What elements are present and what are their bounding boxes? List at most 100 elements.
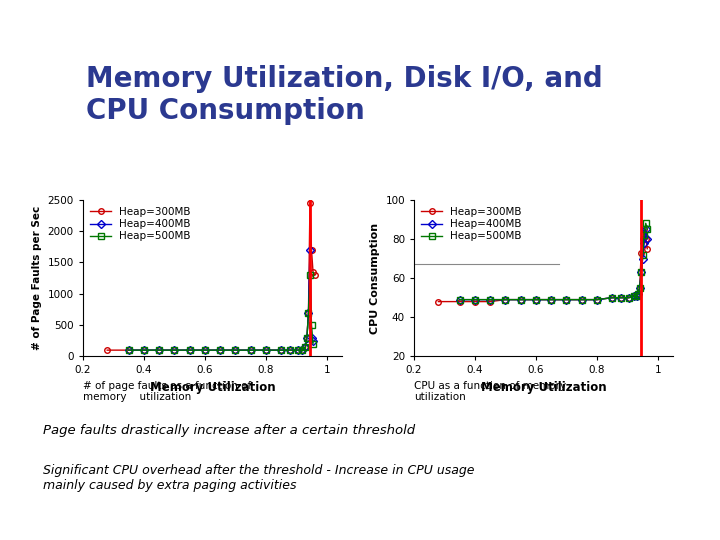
Heap=400MB <box>547 296 556 303</box>
Heap=300MB <box>307 247 316 253</box>
Heap=400MB <box>140 347 148 353</box>
Heap=300MB <box>637 249 646 256</box>
Heap=500MB <box>125 347 133 353</box>
Heap=300MB <box>642 235 650 242</box>
Heap=400MB <box>276 347 285 353</box>
Heap=300MB <box>304 309 312 316</box>
Heap=500MB <box>634 291 642 297</box>
Heap=300MB <box>471 298 480 305</box>
Heap=400MB <box>501 296 510 303</box>
Heap=400MB <box>304 309 312 316</box>
Heap=500MB <box>562 296 571 303</box>
Heap=500MB <box>632 293 641 299</box>
Heap=300MB <box>294 347 302 353</box>
Heap=500MB <box>304 309 312 316</box>
Heap=400MB <box>632 293 641 299</box>
Heap=500MB <box>298 347 307 353</box>
Heap=300MB <box>276 347 285 353</box>
Line: Heap=500MB: Heap=500MB <box>126 272 316 353</box>
Heap=500MB <box>629 293 638 299</box>
Heap=500MB <box>301 344 310 350</box>
Heap=400MB <box>155 347 163 353</box>
Heap=300MB <box>231 347 240 353</box>
Heap=500MB <box>276 347 285 353</box>
Heap=400MB <box>637 269 646 275</box>
Heap=500MB <box>309 341 318 347</box>
Heap=500MB <box>547 296 556 303</box>
Heap=300MB <box>185 347 194 353</box>
Heap=400MB <box>617 294 626 301</box>
Heap=500MB <box>456 296 464 303</box>
Heap=300MB <box>562 296 571 303</box>
Heap=300MB <box>306 200 315 206</box>
Heap=400MB <box>625 294 634 301</box>
Heap=500MB <box>302 334 311 341</box>
Heap=300MB <box>103 347 112 353</box>
Heap=500MB <box>200 347 209 353</box>
Y-axis label: CPU Consumption: CPU Consumption <box>370 222 379 334</box>
Legend: Heap=300MB, Heap=400MB, Heap=500MB: Heap=300MB, Heap=400MB, Heap=500MB <box>419 205 524 244</box>
Heap=300MB <box>302 334 311 341</box>
Heap=500MB <box>639 252 647 258</box>
Heap=300MB <box>310 272 319 278</box>
Heap=300MB <box>547 296 556 303</box>
Heap=400MB <box>643 235 652 242</box>
Heap=400MB <box>294 347 302 353</box>
Line: Heap=500MB: Heap=500MB <box>457 220 650 302</box>
Heap=400MB <box>531 296 540 303</box>
Heap=400MB <box>635 285 644 291</box>
Heap=400MB <box>246 347 255 353</box>
Heap=400MB <box>471 296 480 303</box>
Heap=300MB <box>608 294 616 301</box>
Heap=500MB <box>531 296 540 303</box>
Heap=400MB <box>302 334 311 341</box>
Heap=500MB <box>608 294 616 301</box>
Heap=300MB <box>434 298 443 305</box>
Heap=500MB <box>577 296 586 303</box>
Heap=300MB <box>501 296 510 303</box>
Heap=500MB <box>140 347 148 353</box>
Heap=300MB <box>625 294 634 301</box>
Heap=400MB <box>634 291 642 297</box>
Heap=500MB <box>501 296 510 303</box>
Heap=300MB <box>629 293 638 299</box>
Heap=300MB <box>640 226 649 232</box>
Heap=300MB <box>617 294 626 301</box>
Heap=400MB <box>593 296 601 303</box>
Heap=400MB <box>516 296 525 303</box>
Heap=400MB <box>286 347 294 353</box>
Heap=300MB <box>577 296 586 303</box>
Heap=500MB <box>593 296 601 303</box>
Heap=400MB <box>309 338 318 344</box>
Heap=500MB <box>231 347 240 353</box>
X-axis label: Memory Utilization: Memory Utilization <box>150 381 275 394</box>
Heap=300MB <box>170 347 179 353</box>
Heap=400MB <box>170 347 179 353</box>
Heap=300MB <box>155 347 163 353</box>
Heap=500MB <box>617 294 626 301</box>
Heap=300MB <box>246 347 255 353</box>
Heap=300MB <box>298 347 307 353</box>
Heap=300MB <box>486 298 495 305</box>
Heap=300MB <box>125 347 133 353</box>
Heap=500MB <box>170 347 179 353</box>
Heap=500MB <box>286 347 294 353</box>
Heap=300MB <box>309 268 318 275</box>
Heap=500MB <box>637 269 646 275</box>
Heap=500MB <box>307 322 316 328</box>
Text: # of page faults as a function of
memory    utilization: # of page faults as a function of memory… <box>83 381 251 402</box>
Heap=400MB <box>125 347 133 353</box>
X-axis label: Memory Utilization: Memory Utilization <box>481 381 606 394</box>
Text: Page faults drastically increase after a certain threshold: Page faults drastically increase after a… <box>43 424 415 437</box>
Heap=300MB <box>516 296 525 303</box>
Heap=300MB <box>200 347 209 353</box>
Heap=300MB <box>140 347 148 353</box>
Heap=400MB <box>307 334 316 341</box>
Heap=500MB <box>185 347 194 353</box>
Legend: Heap=300MB, Heap=400MB, Heap=500MB: Heap=300MB, Heap=400MB, Heap=500MB <box>88 205 193 244</box>
Line: Heap=400MB: Heap=400MB <box>126 247 316 353</box>
Heap=500MB <box>516 296 525 303</box>
Heap=400MB <box>486 296 495 303</box>
Heap=500MB <box>294 347 302 353</box>
Heap=500MB <box>486 296 495 303</box>
